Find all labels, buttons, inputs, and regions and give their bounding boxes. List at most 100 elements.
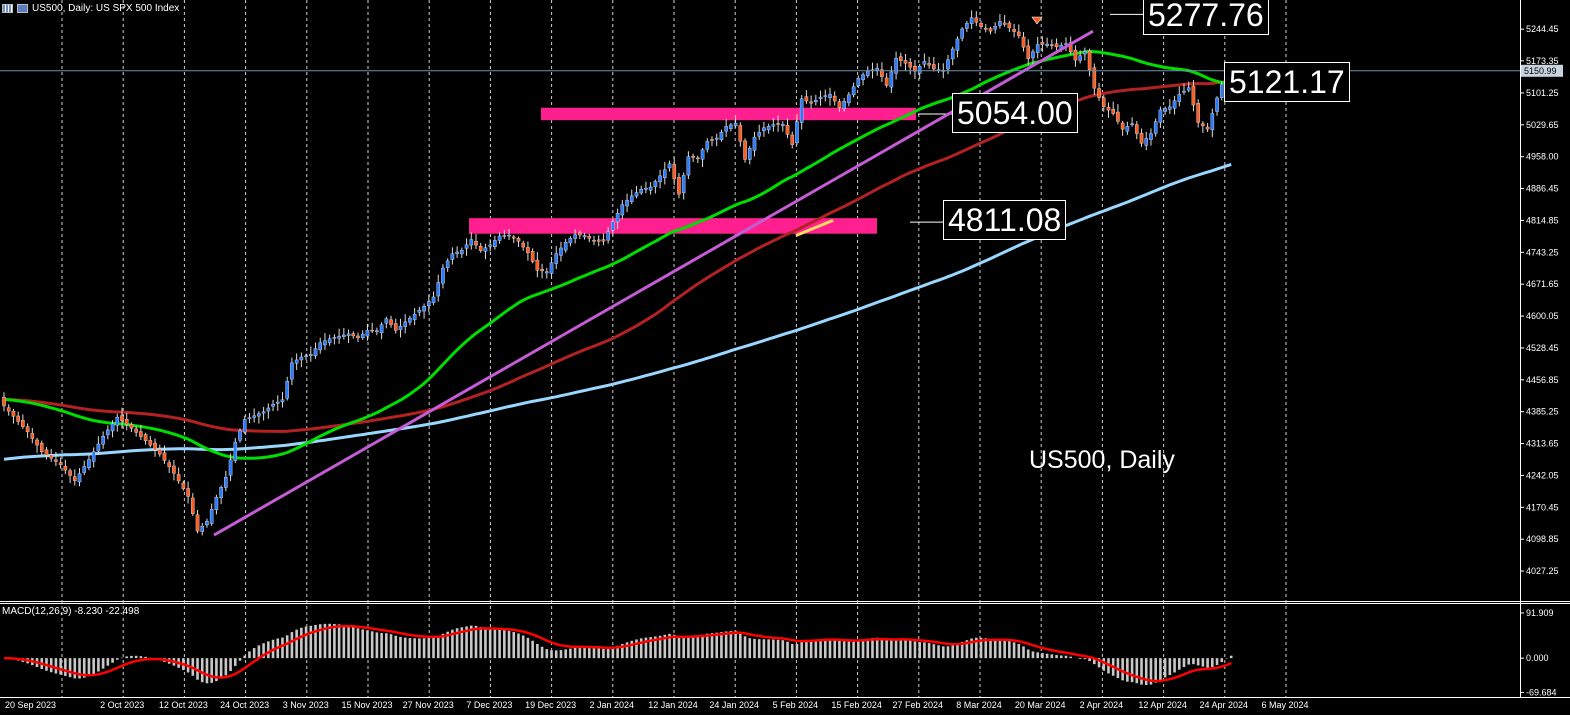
macd-bar xyxy=(101,658,105,669)
candle-body xyxy=(559,247,563,256)
current-price-tag-label: 5150.99 xyxy=(1524,66,1557,76)
candle-body xyxy=(733,123,738,126)
macd-bar xyxy=(68,658,72,678)
candle-body xyxy=(1163,108,1167,112)
y-tick-label: 4170.45 xyxy=(1526,502,1559,512)
candle-body xyxy=(6,407,11,412)
macd-bar xyxy=(356,628,360,659)
macd-bar xyxy=(1017,643,1021,659)
candle-body xyxy=(1120,122,1125,130)
candle-body xyxy=(743,140,747,160)
candle-body xyxy=(233,441,238,461)
y-tick-label: 4242.05 xyxy=(1526,470,1559,480)
candle-body xyxy=(714,137,719,140)
candle-body xyxy=(337,335,341,339)
candle-body xyxy=(974,17,979,23)
candle-body xyxy=(16,415,20,422)
candle-body xyxy=(511,236,516,239)
macd-bar xyxy=(790,644,794,659)
macd-bar xyxy=(701,634,704,659)
candle-body xyxy=(804,96,809,102)
candle-body xyxy=(573,234,577,239)
macd-bar xyxy=(1031,651,1035,659)
candle-body xyxy=(1050,44,1054,46)
candle-body xyxy=(545,271,549,274)
macd-bar xyxy=(960,642,964,659)
candle-body xyxy=(596,239,601,242)
macd-bar xyxy=(92,658,95,675)
candle-body xyxy=(219,487,223,498)
candle-body xyxy=(242,419,247,433)
candle-body xyxy=(861,74,865,81)
chart-header: US500, Daily: US SPX 500 Index xyxy=(2,3,179,14)
candle-body xyxy=(1144,138,1149,146)
macd-bar xyxy=(521,635,525,659)
candle-body xyxy=(167,462,172,468)
candle-body xyxy=(700,149,705,160)
candle-body xyxy=(157,449,162,455)
candle-body xyxy=(200,526,205,532)
macd-bar xyxy=(871,638,874,659)
candle-body xyxy=(1078,55,1082,61)
candle-body xyxy=(663,169,667,178)
chart-grid-icon[interactable] xyxy=(2,4,13,13)
macd-bar xyxy=(757,639,761,659)
macd-bar xyxy=(1182,658,1186,668)
candle-body xyxy=(1172,100,1177,109)
candle-body xyxy=(460,249,464,255)
macd-bar xyxy=(625,642,629,659)
candle-body xyxy=(1026,45,1031,59)
macd-bar xyxy=(309,625,313,659)
candle-body xyxy=(601,239,606,242)
macd-bar xyxy=(649,637,652,659)
candle-body xyxy=(851,86,856,96)
candle-body xyxy=(403,321,408,327)
macd-bar xyxy=(654,636,657,659)
macd-bar xyxy=(616,645,619,659)
macd-bar xyxy=(970,638,973,659)
candle-body xyxy=(611,221,615,231)
candle-body xyxy=(766,126,771,131)
candle-body xyxy=(1035,44,1040,53)
candle-body xyxy=(30,433,35,439)
candle-body xyxy=(488,244,492,247)
x-tick-label: 24 Oct 2023 xyxy=(220,700,269,710)
candle-body xyxy=(1017,31,1021,36)
candle-body xyxy=(1130,123,1134,125)
candle-body xyxy=(143,434,148,441)
macd-bar xyxy=(720,632,723,659)
candle-body xyxy=(1219,84,1224,98)
macd-bar xyxy=(361,629,365,659)
y-tick-label: 5244.45 xyxy=(1526,24,1559,34)
x-tick-label: 27 Nov 2023 xyxy=(403,700,454,710)
macd-bar xyxy=(602,648,605,659)
macd-bar xyxy=(583,646,586,659)
candle-body xyxy=(710,139,714,141)
candle-body xyxy=(365,330,370,337)
candle-body xyxy=(965,23,969,29)
macd-bar xyxy=(370,631,374,659)
candle-body xyxy=(1168,106,1172,110)
candle-body xyxy=(309,354,313,357)
macd-bar xyxy=(833,639,837,659)
macd-bar xyxy=(672,634,676,659)
macd-bar xyxy=(125,656,129,659)
macd-bar xyxy=(908,640,912,659)
macd-bar xyxy=(989,639,992,659)
macd-bar xyxy=(668,633,671,659)
candle-body xyxy=(634,192,639,197)
candle-body xyxy=(299,356,304,361)
macd-bar xyxy=(436,636,440,659)
candle-body xyxy=(507,234,511,237)
chart-watermark: US500, Daily xyxy=(1029,446,1175,474)
x-tick-label: 2 Oct 2023 xyxy=(100,700,144,710)
macd-bar xyxy=(710,633,714,659)
y-tick-label: 5101.25 xyxy=(1526,88,1559,98)
candle-body xyxy=(68,470,72,476)
candle-body xyxy=(587,236,592,239)
macd-bar xyxy=(498,629,501,659)
macd-bar xyxy=(1093,658,1096,665)
x-tick-label: 12 Oct 2023 xyxy=(159,700,208,710)
macd-bar xyxy=(130,655,133,659)
